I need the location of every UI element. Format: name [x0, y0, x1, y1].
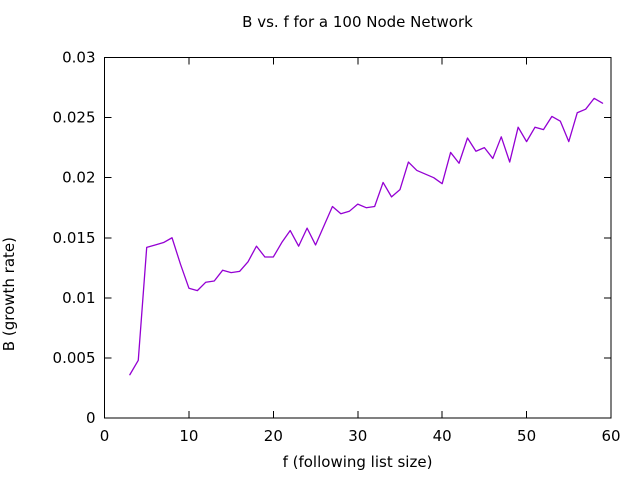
x-tick-label: 20 [264, 427, 283, 445]
y-axis-label-text: B (growth rate) [0, 236, 18, 352]
y-tick-label: 0.02 [62, 169, 95, 187]
plot-border [104, 57, 612, 419]
x-tick-label: 40 [433, 427, 452, 445]
x-tick-label: 10 [179, 427, 198, 445]
y-tick-label: 0.025 [53, 109, 96, 127]
x-tick-label: 0 [100, 427, 110, 445]
y-tick-label: 0.03 [62, 49, 95, 67]
chart-title: B vs. f for a 100 Node Network [242, 13, 473, 31]
y-tick-label: 0.01 [62, 289, 95, 307]
x-axis-label: f (following list size) [282, 453, 433, 471]
data-series-line [129, 97, 604, 376]
x-tick-label: 50 [517, 427, 536, 445]
y-tick-label: 0 [86, 409, 96, 427]
x-tick-label: 30 [348, 427, 367, 445]
y-tick-label: 0.005 [53, 349, 96, 367]
y-tick-label: 0.015 [53, 229, 96, 247]
x-tick-label: 60 [601, 427, 620, 445]
